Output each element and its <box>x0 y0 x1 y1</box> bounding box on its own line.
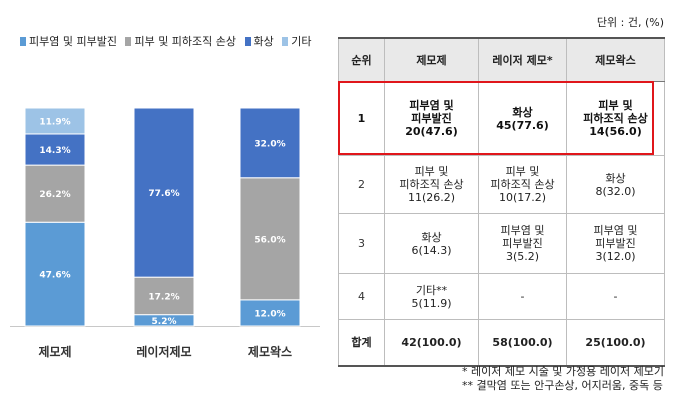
ranking-table: 순위 제모제 레이저 제모* 제모왁스 1 피부염 및 피부발진 20(47.6… <box>338 37 665 367</box>
table-cell: 피부 및 피하조직 손상 14(56.0) <box>566 81 665 156</box>
data-label: 17.2% <box>148 292 179 302</box>
chart-legend: 피부염 및 피부발진 피부 및 피하조직 손상 화상 기타 <box>20 33 317 49</box>
table-row: 1 피부염 및 피부발진 20(47.6) 화상 45(77.6) 피부 및 피… <box>338 81 665 156</box>
legend-label: 피부염 및 피부발진 <box>29 35 117 48</box>
bar-segment-laser-1 <box>133 276 195 316</box>
rank-cell: 3 <box>338 213 385 274</box>
table-row: 4 기타** 5(11.9) - - <box>338 273 665 320</box>
rank-cell: 1 <box>338 81 385 156</box>
bar-segment-wax-2 <box>239 107 301 179</box>
table-header-row: 순위 제모제 레이저 제모* 제모왁스 <box>338 37 665 82</box>
data-label: 26.2% <box>39 190 70 200</box>
stacked-bar-chart: 47.6% 26.2% 14.3% 11.9% 제모제 5.2% 17.2% 77.6% 레이저… <box>10 107 320 359</box>
table-cell: 피부염 및 피부발진 20(47.6) <box>384 81 479 156</box>
category-label-depilatory: 제모제 <box>38 345 71 359</box>
table-cell: 피부 및 피하조직 손상 10(17.2) <box>478 155 567 214</box>
bar-segment-laser-2 <box>133 107 195 278</box>
legend-label: 화상 <box>253 35 274 48</box>
legend-swatch <box>282 37 289 46</box>
legend-item-burn: 화상 <box>244 33 274 49</box>
data-label: 11.9% <box>39 117 70 127</box>
total-cell: 42(100.0) <box>384 319 479 367</box>
bar-segment-depilatory-0 <box>24 221 86 327</box>
category-label-wax: 제모왁스 <box>248 344 292 359</box>
bar-segment-depilatory-3 <box>24 107 86 135</box>
legend-swatch <box>244 37 251 46</box>
legend-label: 기타 <box>291 35 312 48</box>
data-label: 47.6% <box>39 271 70 281</box>
legend-swatch <box>125 37 132 46</box>
total-label: 합계 <box>338 319 385 367</box>
table-cell: 피부염 및 피부발진 3(12.0) <box>566 213 665 274</box>
rank-cell: 2 <box>338 155 385 214</box>
table-cell: 화상 8(32.0) <box>566 155 665 214</box>
table-cell: 피부염 및 피부발진 3(5.2) <box>478 213 567 274</box>
data-label: 14.3% <box>39 146 70 156</box>
data-label: 32.0% <box>254 139 285 149</box>
table-row: 2 피부 및 피하조직 손상 11(26.2) 피부 및 피하조직 손상 10(… <box>338 155 665 214</box>
category-label-laser: 레이저제모 <box>136 344 191 359</box>
table-cell: 화상 45(77.6) <box>478 81 567 156</box>
data-label: 12.0% <box>254 309 285 319</box>
total-cell: 58(100.0) <box>478 319 567 367</box>
legend-item-tissue-damage: 피부 및 피하조직 손상 <box>125 33 236 49</box>
table-total-row: 합계 42(100.0) 58(100.0) 25(100.0) <box>338 319 665 367</box>
table-row: 3 화상 6(14.3) 피부염 및 피부발진 3(5.2) 피부염 및 피부발… <box>338 213 665 274</box>
footnote: ** 결막염 또는 안구손상, 어지러움, 중독 등 <box>461 379 663 392</box>
total-cell: 25(100.0) <box>566 319 665 367</box>
header-depilatory: 제모제 <box>384 37 479 82</box>
footnotes: * 레이저 제모 시술 및 가정용 레이저 제모기 ** 결막염 또는 안구손상… <box>462 365 664 393</box>
unit-label: 단위 : 건, (%) <box>596 16 664 29</box>
header-rank: 순위 <box>338 37 385 82</box>
bar-segment-wax-0 <box>239 299 301 327</box>
legend-item-other: 기타 <box>282 33 312 49</box>
bar-segment-depilatory-1 <box>24 164 86 223</box>
data-label: 5.2% <box>152 317 177 327</box>
legend-swatch <box>20 37 26 46</box>
legend-label: 피부 및 피하조직 손상 <box>134 35 237 48</box>
header-wax: 제모왁스 <box>566 37 665 82</box>
header-laser: 레이저 제모* <box>478 37 567 82</box>
table-cell: 기타** 5(11.9) <box>384 273 479 320</box>
table-cell: 화상 6(14.3) <box>384 213 479 274</box>
data-label: 77.6% <box>148 189 179 199</box>
footnote: * 레이저 제모 시술 및 가정용 레이저 제모기 <box>461 365 664 378</box>
table-cell: - <box>478 273 567 320</box>
data-label: 56.0% <box>254 235 285 245</box>
rank-cell: 4 <box>338 273 385 320</box>
table-cell: - <box>566 273 665 320</box>
legend-item-dermatitis: 피부염 및 피부발진 <box>20 33 117 49</box>
table-cell: 피부 및 피하조직 손상 11(26.2) <box>384 155 479 214</box>
